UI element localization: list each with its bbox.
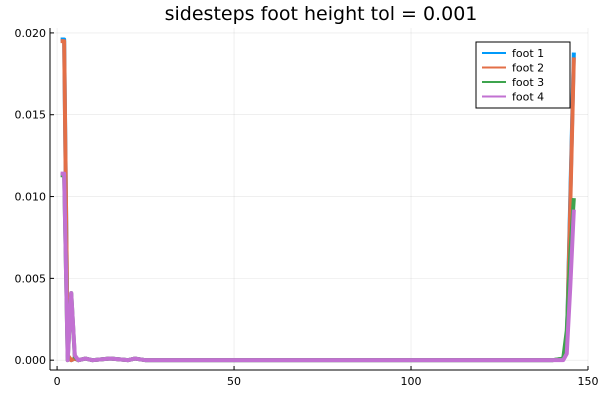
legend-label-2: foot 2	[512, 62, 544, 75]
series-layer	[60, 37, 576, 363]
x-tick-label: 150	[578, 375, 599, 388]
y-tick-label: 0.015	[15, 109, 47, 122]
y-tick-label: 0.020	[15, 27, 47, 40]
chart-title: sidesteps foot height tol = 0.001	[165, 3, 478, 25]
axes-layer: 0 50 100 150 0.000 0.005 0.010 0.015 0.020	[15, 27, 599, 388]
legend-label-4: foot 4	[512, 91, 544, 104]
x-tick-label: 100	[401, 375, 422, 388]
x-tick-label: 0	[54, 375, 61, 388]
y-tick-label: 0.000	[15, 354, 47, 367]
legend-label-1: foot 1	[512, 47, 544, 60]
y-tick-label: 0.005	[15, 272, 47, 285]
y-tick-label: 0.010	[15, 191, 47, 204]
series-line-3	[60, 173, 576, 363]
x-tick-label: 50	[227, 375, 241, 388]
series-line-4	[60, 171, 576, 363]
legend-label-3: foot 3	[512, 76, 544, 89]
